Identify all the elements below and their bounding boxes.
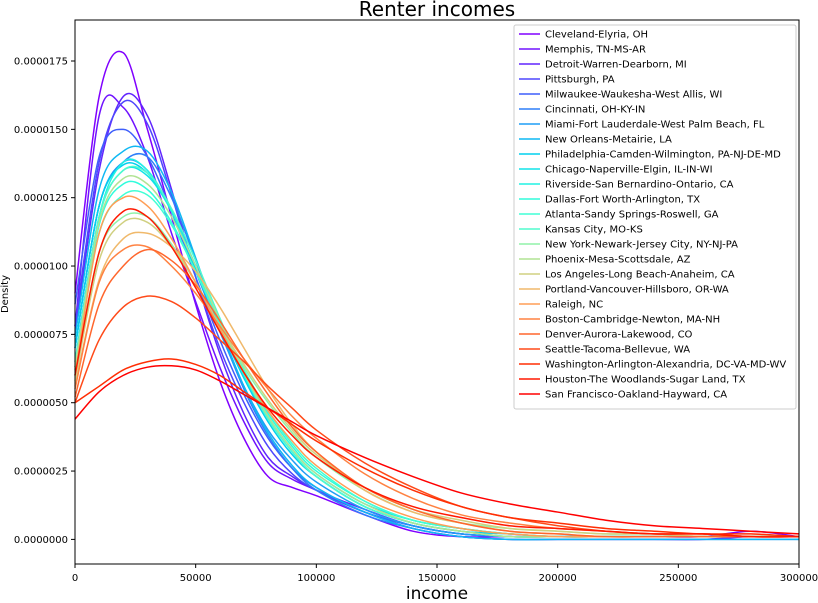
series-line-22: [74, 358, 800, 538]
legend-entry: Seattle-Tacoma-Bellevue, WA: [545, 345, 690, 356]
y-tick-label: 0.0000125: [14, 193, 68, 204]
legend-entry: San Francisco-Oakland-Hayward, CA: [545, 390, 727, 401]
x-tick-label: 150000: [418, 573, 456, 584]
legend-entry: Boston-Cambridge-Newton, MA-NH: [545, 315, 720, 326]
legend-entry: Atlanta-Sandy Springs-Roswell, GA: [545, 210, 719, 221]
x-tick-label: 300000: [780, 573, 818, 584]
legend-entry: New Orleans-Metairie, LA: [545, 135, 672, 146]
legend-entry: Portland-Vancouver-Hillsboro, OR-WA: [545, 285, 729, 296]
legend-entry: Philadelphia-Camden-Wilmington, PA-NJ-DE…: [545, 150, 781, 161]
legend-entry: Washington-Arlington-Alexandria, DC-VA-M…: [545, 360, 786, 371]
legend-entry: Raleigh, NC: [545, 300, 603, 311]
x-axis-ticks: 0 50000 100000 150000 200000 250000 300000: [72, 564, 818, 584]
series-line-23: [74, 208, 800, 538]
legend-entry: Pittsburgh, PA: [545, 75, 615, 86]
legend-entry: Riverside-San Bernardino-Ontario, CA: [545, 180, 734, 191]
y-axis-label: Density: [0, 275, 11, 313]
legend-entry: Chicago-Naperville-Elgin, IL-IN-WI: [545, 165, 713, 176]
legend-entry: Phoenix-Mesa-Scottsdale, AZ: [545, 255, 691, 266]
y-tick-label: 0.0000075: [14, 330, 68, 341]
x-axis-label: income: [406, 584, 468, 603]
y-tick-label: 0.0000175: [14, 57, 68, 68]
legend-entry: Houston-The Woodlands-Sugar Land, TX: [545, 375, 746, 386]
legend-entry: Los Angeles-Long Beach-Anaheim, CA: [545, 270, 735, 281]
legend-entry: Denver-Aurora-Lakewood, CO: [545, 330, 693, 341]
legend-entry: Miami-Fort Lauderdale-West Palm Beach, F…: [545, 120, 765, 131]
legend-entry: Detroit-Warren-Dearborn, MI: [545, 60, 687, 71]
y-tick-label: 0.0000150: [14, 125, 68, 136]
series-line-7: [74, 145, 799, 541]
x-tick-label: 200000: [539, 573, 577, 584]
legend-entry: Kansas City, MO-KS: [545, 225, 643, 236]
y-tick-label: 0.0000100: [14, 262, 68, 273]
x-tick-label: 250000: [659, 573, 697, 584]
legend-entry: New York-Newark-Jersey City, NY-NJ-PA: [545, 240, 738, 251]
y-tick-label: 0.0000050: [14, 398, 68, 409]
legend-entry: Memphis, TN-MS-AR: [545, 45, 646, 56]
series-line-24: [74, 364, 800, 535]
y-tick-label: 0.0000025: [14, 467, 68, 478]
y-tick-label: 0.0000000: [14, 535, 68, 546]
legend-entry: Dallas-Fort Worth-Arlington, TX: [545, 195, 700, 206]
legend-entry: Milwaukee-Waukesha-West Allis, WI: [545, 90, 722, 101]
y-axis-ticks: 0.0000000 0.0000025 0.0000050 0.0000075 0.00…: [14, 57, 75, 546]
legend: Cleveland-Elyria, OH Memphis, TN-MS-AR Det…: [513, 24, 797, 410]
x-tick-label: 50000: [180, 573, 212, 584]
chart-title: Renter incomes: [359, 0, 515, 21]
x-tick-label: 100000: [297, 573, 335, 584]
legend-box: [513, 24, 797, 410]
x-tick-label: 0: [72, 573, 78, 584]
series-line-20: [74, 248, 799, 538]
legend-entry: Cleveland-Elyria, OH: [545, 30, 648, 41]
legend-entry: Cincinnati, OH-KY-IN: [545, 105, 645, 116]
series-layer: [74, 50, 800, 541]
